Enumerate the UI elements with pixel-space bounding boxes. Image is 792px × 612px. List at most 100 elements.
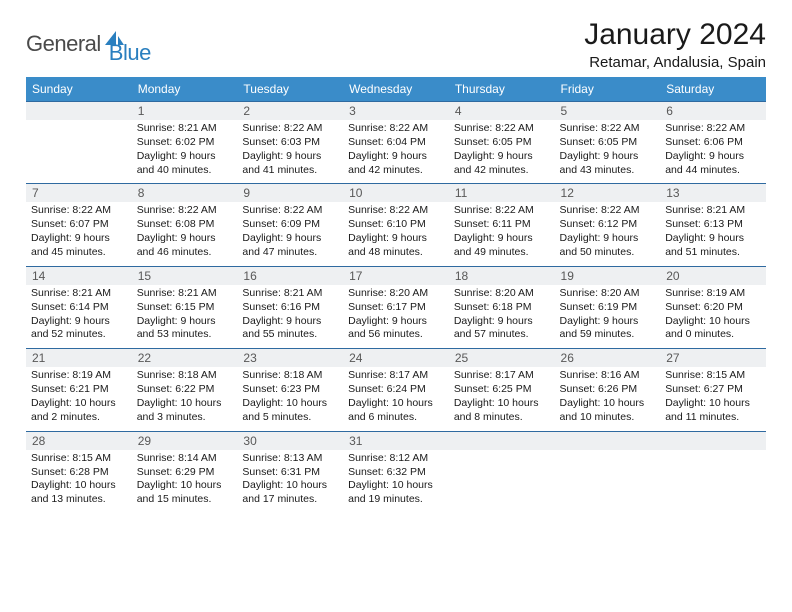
day-line: Daylight: 9 hours: [348, 232, 444, 246]
day-line: and 5 minutes.: [242, 411, 338, 425]
title-block: January 2024 Retamar, Andalusia, Spain: [584, 18, 766, 71]
day-line: Sunset: 6:04 PM: [348, 136, 444, 150]
day-line: Sunrise: 8:22 AM: [560, 122, 656, 136]
day-number-empty: [26, 102, 132, 120]
day-line: and 44 minutes.: [665, 164, 761, 178]
day-line: Sunrise: 8:16 AM: [560, 369, 656, 383]
day-line: Sunrise: 8:15 AM: [665, 369, 761, 383]
day-line: and 8 minutes.: [454, 411, 550, 425]
day-line: Daylight: 10 hours: [137, 397, 233, 411]
day-line: Sunset: 6:32 PM: [348, 466, 444, 480]
day-line: Daylight: 9 hours: [454, 150, 550, 164]
day-line: Sunrise: 8:15 AM: [31, 452, 127, 466]
day-body-empty: [555, 450, 661, 508]
day-body-empty: [449, 450, 555, 508]
calendar-body: 1Sunrise: 8:21 AMSunset: 6:02 PMDaylight…: [26, 102, 766, 514]
day-body-empty: [660, 450, 766, 508]
day-line: Sunrise: 8:17 AM: [348, 369, 444, 383]
dow-header: Monday: [132, 77, 238, 102]
day-line: Daylight: 9 hours: [31, 232, 127, 246]
day-line: Sunset: 6:25 PM: [454, 383, 550, 397]
day-line: Sunrise: 8:21 AM: [137, 287, 233, 301]
calendar-day-cell: 13Sunrise: 8:21 AMSunset: 6:13 PMDayligh…: [660, 184, 766, 266]
day-number: 28: [26, 432, 132, 450]
day-line: Sunset: 6:15 PM: [137, 301, 233, 315]
day-line: Daylight: 10 hours: [560, 397, 656, 411]
day-line: and 47 minutes.: [242, 246, 338, 260]
day-number: 4: [449, 102, 555, 120]
day-line: Daylight: 10 hours: [665, 397, 761, 411]
day-line: Sunset: 6:08 PM: [137, 218, 233, 232]
day-line: Sunrise: 8:21 AM: [31, 287, 127, 301]
day-line: Sunset: 6:21 PM: [31, 383, 127, 397]
day-line: Daylight: 10 hours: [665, 315, 761, 329]
day-body-empty: [26, 120, 132, 178]
day-line: Sunset: 6:11 PM: [454, 218, 550, 232]
day-number: 23: [237, 349, 343, 367]
day-line: Sunset: 6:31 PM: [242, 466, 338, 480]
day-line: Sunset: 6:14 PM: [31, 301, 127, 315]
day-body: Sunrise: 8:21 AMSunset: 6:14 PMDaylight:…: [26, 285, 132, 348]
calendar-week-row: 14Sunrise: 8:21 AMSunset: 6:14 PMDayligh…: [26, 266, 766, 348]
day-line: Sunrise: 8:12 AM: [348, 452, 444, 466]
day-line: Sunrise: 8:14 AM: [137, 452, 233, 466]
day-line: and 13 minutes.: [31, 493, 127, 507]
day-line: and 6 minutes.: [348, 411, 444, 425]
day-line: and 56 minutes.: [348, 328, 444, 342]
calendar-day-cell: 30Sunrise: 8:13 AMSunset: 6:31 PMDayligh…: [237, 431, 343, 513]
day-line: Daylight: 10 hours: [454, 397, 550, 411]
day-body: Sunrise: 8:21 AMSunset: 6:15 PMDaylight:…: [132, 285, 238, 348]
calendar-day-cell: 20Sunrise: 8:19 AMSunset: 6:20 PMDayligh…: [660, 266, 766, 348]
day-line: and 55 minutes.: [242, 328, 338, 342]
day-line: Daylight: 10 hours: [242, 479, 338, 493]
day-line: and 41 minutes.: [242, 164, 338, 178]
calendar-day-cell: 18Sunrise: 8:20 AMSunset: 6:18 PMDayligh…: [449, 266, 555, 348]
day-line: Sunrise: 8:18 AM: [242, 369, 338, 383]
calendar-week-row: 28Sunrise: 8:15 AMSunset: 6:28 PMDayligh…: [26, 431, 766, 513]
day-line: Daylight: 9 hours: [454, 232, 550, 246]
day-line: Sunrise: 8:22 AM: [348, 204, 444, 218]
calendar-week-row: 21Sunrise: 8:19 AMSunset: 6:21 PMDayligh…: [26, 349, 766, 431]
day-body: Sunrise: 8:18 AMSunset: 6:22 PMDaylight:…: [132, 367, 238, 430]
day-number: 21: [26, 349, 132, 367]
day-line: Sunrise: 8:22 AM: [31, 204, 127, 218]
day-line: Daylight: 9 hours: [137, 315, 233, 329]
day-number: 10: [343, 184, 449, 202]
day-line: Sunrise: 8:22 AM: [242, 204, 338, 218]
day-line: and 51 minutes.: [665, 246, 761, 260]
day-line: Sunset: 6:16 PM: [242, 301, 338, 315]
calendar-day-cell: 15Sunrise: 8:21 AMSunset: 6:15 PMDayligh…: [132, 266, 238, 348]
day-line: Daylight: 9 hours: [242, 232, 338, 246]
day-line: Sunrise: 8:18 AM: [137, 369, 233, 383]
day-line: Sunset: 6:26 PM: [560, 383, 656, 397]
day-line: Daylight: 9 hours: [454, 315, 550, 329]
day-line: Daylight: 9 hours: [137, 150, 233, 164]
day-body: Sunrise: 8:15 AMSunset: 6:27 PMDaylight:…: [660, 367, 766, 430]
day-body: Sunrise: 8:13 AMSunset: 6:31 PMDaylight:…: [237, 450, 343, 513]
day-line: Sunrise: 8:22 AM: [560, 204, 656, 218]
calendar-day-cell: 9Sunrise: 8:22 AMSunset: 6:09 PMDaylight…: [237, 184, 343, 266]
day-line: Daylight: 9 hours: [665, 150, 761, 164]
calendar-day-cell: 31Sunrise: 8:12 AMSunset: 6:32 PMDayligh…: [343, 431, 449, 513]
day-number: 16: [237, 267, 343, 285]
day-number: 25: [449, 349, 555, 367]
day-number: 24: [343, 349, 449, 367]
day-body: Sunrise: 8:19 AMSunset: 6:21 PMDaylight:…: [26, 367, 132, 430]
day-line: and 48 minutes.: [348, 246, 444, 260]
day-line: Sunrise: 8:19 AM: [665, 287, 761, 301]
day-line: and 52 minutes.: [31, 328, 127, 342]
calendar-day-cell: 5Sunrise: 8:22 AMSunset: 6:05 PMDaylight…: [555, 102, 661, 184]
calendar-day-cell: 10Sunrise: 8:22 AMSunset: 6:10 PMDayligh…: [343, 184, 449, 266]
day-body: Sunrise: 8:21 AMSunset: 6:02 PMDaylight:…: [132, 120, 238, 183]
calendar-day-cell: 17Sunrise: 8:20 AMSunset: 6:17 PMDayligh…: [343, 266, 449, 348]
logo-text-blue: Blue: [109, 40, 151, 66]
day-line: and 43 minutes.: [560, 164, 656, 178]
day-line: Sunrise: 8:21 AM: [137, 122, 233, 136]
day-line: and 50 minutes.: [560, 246, 656, 260]
day-line: and 2 minutes.: [31, 411, 127, 425]
dow-header: Thursday: [449, 77, 555, 102]
day-number: 31: [343, 432, 449, 450]
day-line: Sunrise: 8:22 AM: [665, 122, 761, 136]
day-body: Sunrise: 8:20 AMSunset: 6:17 PMDaylight:…: [343, 285, 449, 348]
day-number: 1: [132, 102, 238, 120]
